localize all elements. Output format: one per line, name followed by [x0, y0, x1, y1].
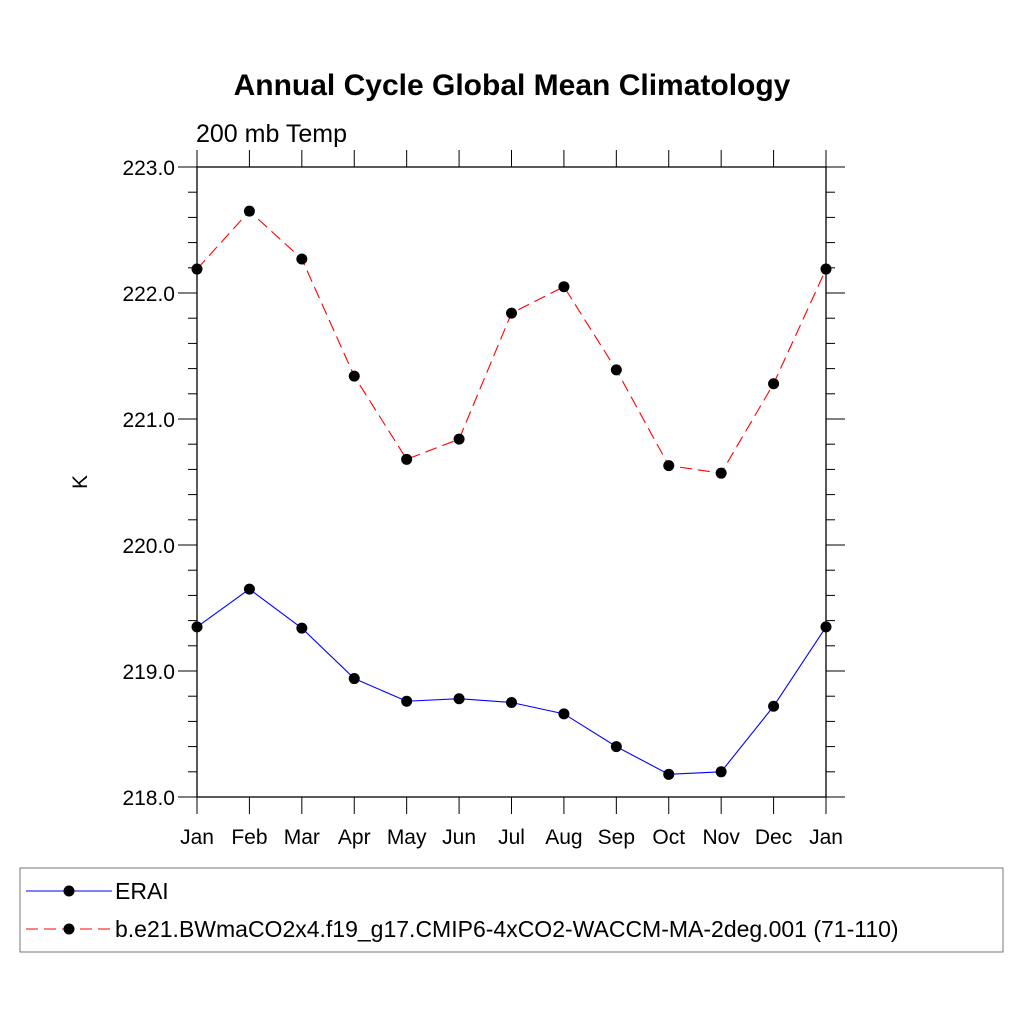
- x-tick-label: Jan: [809, 826, 843, 849]
- series-1-point: [296, 622, 308, 634]
- legend-label-1: ERAI: [115, 878, 169, 904]
- series-2-point: [715, 467, 727, 479]
- chart-subtitle: 200 mb Temp: [196, 120, 347, 148]
- series-1-point: [715, 766, 727, 778]
- y-tick-label: 222.0: [122, 283, 175, 306]
- legend-marker-1: [63, 885, 75, 897]
- series-2-point: [401, 453, 413, 465]
- y-tick-label: 221.0: [122, 409, 175, 432]
- series-2-point: [820, 263, 832, 275]
- x-tick-label: Mar: [284, 826, 320, 849]
- series-1-point: [558, 708, 570, 720]
- series-line-1: [196, 588, 827, 775]
- series-1-point: [348, 673, 360, 685]
- series-2-point: [663, 460, 675, 472]
- series-1-point: [663, 768, 675, 780]
- series-1-point: [401, 695, 413, 707]
- legend-label-2: b.e21.BWmaCO2x4.f19_g17.CMIP6-4xCO2-WACC…: [115, 916, 899, 942]
- series-2-point: [506, 307, 517, 319]
- series-1-point: [243, 583, 255, 595]
- series-2-point: [453, 433, 465, 445]
- x-tick-label: May: [387, 826, 427, 849]
- x-tick-label: Sep: [598, 826, 635, 849]
- series-1-point: [820, 621, 832, 633]
- y-tick-label: 218.0: [122, 787, 175, 810]
- legend-box: [19, 867, 1004, 953]
- x-tick-label: Jul: [498, 826, 525, 849]
- plot-area: 218.0 219.0 220.0 221.0 222.0 223.0 Jan Feb Mar A…: [122, 150, 845, 849]
- y-tick-label: 220.0: [122, 535, 175, 558]
- x-tick-label: Jun: [442, 826, 476, 849]
- y-axis-label: K: [69, 475, 92, 489]
- series-2-point: [768, 378, 780, 390]
- x-tick-label: Aug: [545, 826, 582, 849]
- legend-marker-2: [63, 923, 75, 935]
- series-1-point: [506, 697, 517, 708]
- series-2-point: [610, 364, 622, 376]
- x-tick-label: Nov: [702, 826, 740, 849]
- x-tick-label: Feb: [231, 826, 267, 849]
- series-2-point: [296, 253, 308, 265]
- series-2-point: [191, 263, 203, 275]
- series-1-point: [768, 700, 780, 712]
- x-tick-label: Jan: [180, 826, 214, 849]
- series-2-point: [243, 205, 255, 217]
- y-tick-label: 219.0: [122, 661, 175, 684]
- series-1-point: [191, 621, 203, 633]
- x-tick-label: Oct: [652, 826, 685, 849]
- x-tick-label: Apr: [338, 826, 371, 849]
- series-line-2: [196, 210, 827, 474]
- series-1-point: [453, 693, 465, 705]
- legend: ERAI b.e21.BWmaCO2x4.f19_g17.CMIP6-4xCO2-…: [19, 867, 1004, 953]
- series-2-point: [348, 370, 360, 382]
- x-tick-label: Dec: [755, 826, 792, 849]
- series-2-point: [558, 281, 570, 293]
- series-1-point: [610, 741, 622, 753]
- chart-title: Annual Cycle Global Mean Climatology: [234, 69, 791, 102]
- y-tick-label: 223.0: [122, 157, 175, 180]
